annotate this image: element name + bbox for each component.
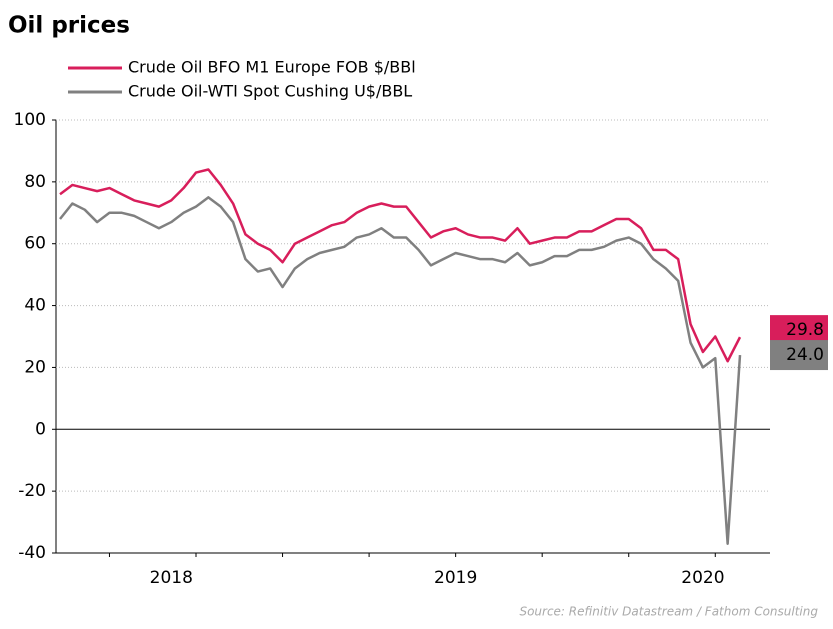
legend-label: Crude Oil-WTI Spot Cushing U$/BBL	[128, 82, 412, 101]
y-tick-label: 60	[24, 234, 46, 254]
y-tick-label: 20	[24, 357, 46, 377]
y-tick-label: 80	[24, 172, 46, 192]
y-tick-label: -40	[18, 543, 46, 563]
y-tick-label: -20	[18, 481, 46, 501]
end-value-label: 24.0	[786, 345, 824, 365]
y-tick-label: 40	[24, 296, 46, 316]
legend-label: Crude Oil BFO M1 Europe FOB $/BBl	[128, 58, 416, 77]
x-tick-label: 2018	[150, 568, 193, 588]
y-tick-label: 100	[14, 110, 46, 130]
source: Source: Refinitiv Datastream / Fathom Co…	[519, 605, 818, 619]
series-line	[59, 196, 742, 545]
x-tick-label: 2019	[434, 568, 477, 588]
series-line	[59, 168, 742, 363]
x-tick-label: 2020	[681, 568, 724, 588]
y-tick-label: 0	[35, 419, 46, 439]
end-value-box	[770, 340, 828, 371]
end-value-label: 29.8	[786, 320, 824, 340]
chart-title: Oil prices	[8, 13, 130, 39]
